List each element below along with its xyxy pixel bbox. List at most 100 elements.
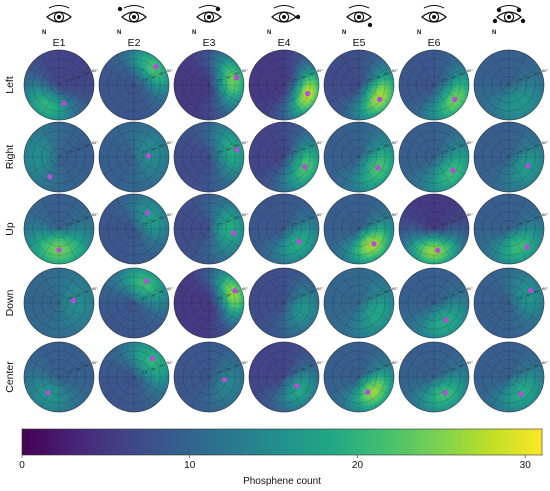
heat-sector — [373, 84, 377, 88]
eye-icon: N — [417, 5, 447, 36]
heat-sector — [56, 94, 60, 98]
row-label-down: Down — [4, 289, 16, 316]
heat-sector — [71, 156, 75, 160]
polar-ring-label: 45° — [84, 72, 90, 76]
heat-sector — [488, 81, 492, 86]
column-label-e5: E5 — [353, 37, 366, 49]
heat-sector — [56, 97, 60, 101]
heat-sector — [283, 64, 288, 68]
row-label-right: Right — [4, 145, 16, 170]
heat-sector — [51, 155, 55, 158]
heat-sector — [282, 89, 285, 93]
polar-cell-left-e6: 15°30°45°60° — [398, 49, 473, 121]
row-label-center: Center — [4, 361, 16, 393]
heat-sector — [201, 83, 205, 86]
heat-sector — [121, 82, 125, 86]
heat-sector — [206, 97, 210, 101]
polar-ring-label: 15° — [518, 79, 524, 83]
polar-ring-label: 15° — [68, 79, 74, 83]
heat-sector — [113, 81, 117, 86]
electrode-marker — [234, 74, 240, 81]
polar-ring-label: 60° — [392, 69, 398, 73]
heat-sector — [63, 156, 67, 159]
heat-sector — [283, 72, 287, 76]
heat-sector — [205, 102, 210, 106]
heat-sector — [281, 94, 285, 98]
heat-sector — [131, 169, 135, 173]
heat-sector — [57, 161, 60, 165]
heat-sector — [413, 81, 417, 86]
heat-sector — [491, 82, 495, 86]
heat-sector — [368, 84, 372, 88]
heat-sector — [276, 83, 280, 86]
heat-sector — [268, 82, 272, 86]
row-label-up: Up — [4, 222, 16, 236]
heat-sector — [283, 69, 287, 73]
heat-sector — [126, 155, 130, 158]
polar-cell-left-all: 15°30°45°60° — [473, 49, 548, 121]
nasal-direction-label: N — [192, 30, 196, 36]
heat-sector — [71, 84, 75, 88]
heat-sector — [343, 82, 347, 86]
heat-sector — [121, 154, 125, 158]
heat-sector — [132, 161, 135, 165]
heat-sector — [293, 84, 297, 88]
nasal-direction-label: N — [42, 30, 46, 36]
heat-sector — [41, 82, 45, 86]
heat-sector — [133, 144, 137, 148]
heat-sector — [430, 102, 435, 106]
heat-sector — [518, 84, 522, 88]
heat-sector — [283, 67, 287, 71]
heat-sector — [131, 166, 135, 170]
polar-ring-label: 60° — [467, 69, 473, 73]
polar-ring-label: 15° — [443, 79, 449, 83]
heat-sector — [58, 69, 62, 73]
polar-cell-right-e1: 15°30°45°60° — [23, 121, 98, 193]
polar-ring-label: 60° — [317, 69, 323, 73]
heat-sector — [505, 102, 510, 106]
heat-sector — [296, 84, 300, 88]
heat-sector — [341, 82, 345, 86]
heat-sector — [57, 89, 60, 93]
eye-icon: N — [117, 5, 147, 36]
polar-ring-label: 45° — [84, 144, 90, 148]
column-labels: E1 E2 E3 E4 E5 E6 — [53, 37, 441, 49]
heat-sector — [73, 84, 77, 88]
heat-sector — [418, 82, 422, 86]
heat-sector — [46, 154, 50, 158]
heat-sector — [438, 84, 442, 87]
heat-sector — [58, 67, 62, 71]
polar-ring-label: 30° — [526, 75, 532, 79]
polar-ring-label: 45° — [534, 72, 540, 76]
heat-sector — [118, 154, 122, 158]
heat-sector — [288, 84, 292, 87]
polar-ring-label: 15° — [293, 79, 299, 83]
heat-sector — [55, 174, 60, 178]
heat-sector — [508, 69, 512, 73]
heat-sector — [358, 67, 362, 71]
heat-sector — [132, 89, 135, 93]
heat-sector — [446, 84, 450, 88]
heat-sector — [116, 82, 120, 86]
heat-sector — [131, 97, 135, 101]
heat-sector — [126, 83, 130, 86]
heat-sector — [448, 84, 452, 88]
polar-cell-left-e5: 15°30°45°60° — [323, 49, 398, 121]
heat-sector — [298, 84, 302, 88]
heat-sector — [133, 136, 138, 140]
heat-sector — [206, 94, 210, 98]
heat-sector — [58, 136, 63, 140]
heat-sector — [226, 84, 230, 89]
heat-sector — [271, 82, 275, 86]
heat-sector — [51, 83, 55, 86]
polar-cell-left-e3: 15°30°45°60° — [173, 49, 248, 121]
heat-sector — [131, 171, 135, 175]
heat-sector — [506, 97, 510, 101]
polar-cell-left-e2: 15°30°45°60° — [98, 49, 173, 121]
heat-sector — [218, 84, 222, 88]
heat-sector — [76, 84, 80, 89]
heat-sector — [56, 99, 60, 103]
heat-sector — [506, 94, 510, 98]
heat-sector — [133, 72, 137, 76]
polar-cell-left-e4: 15°30°45°60° — [248, 49, 323, 121]
